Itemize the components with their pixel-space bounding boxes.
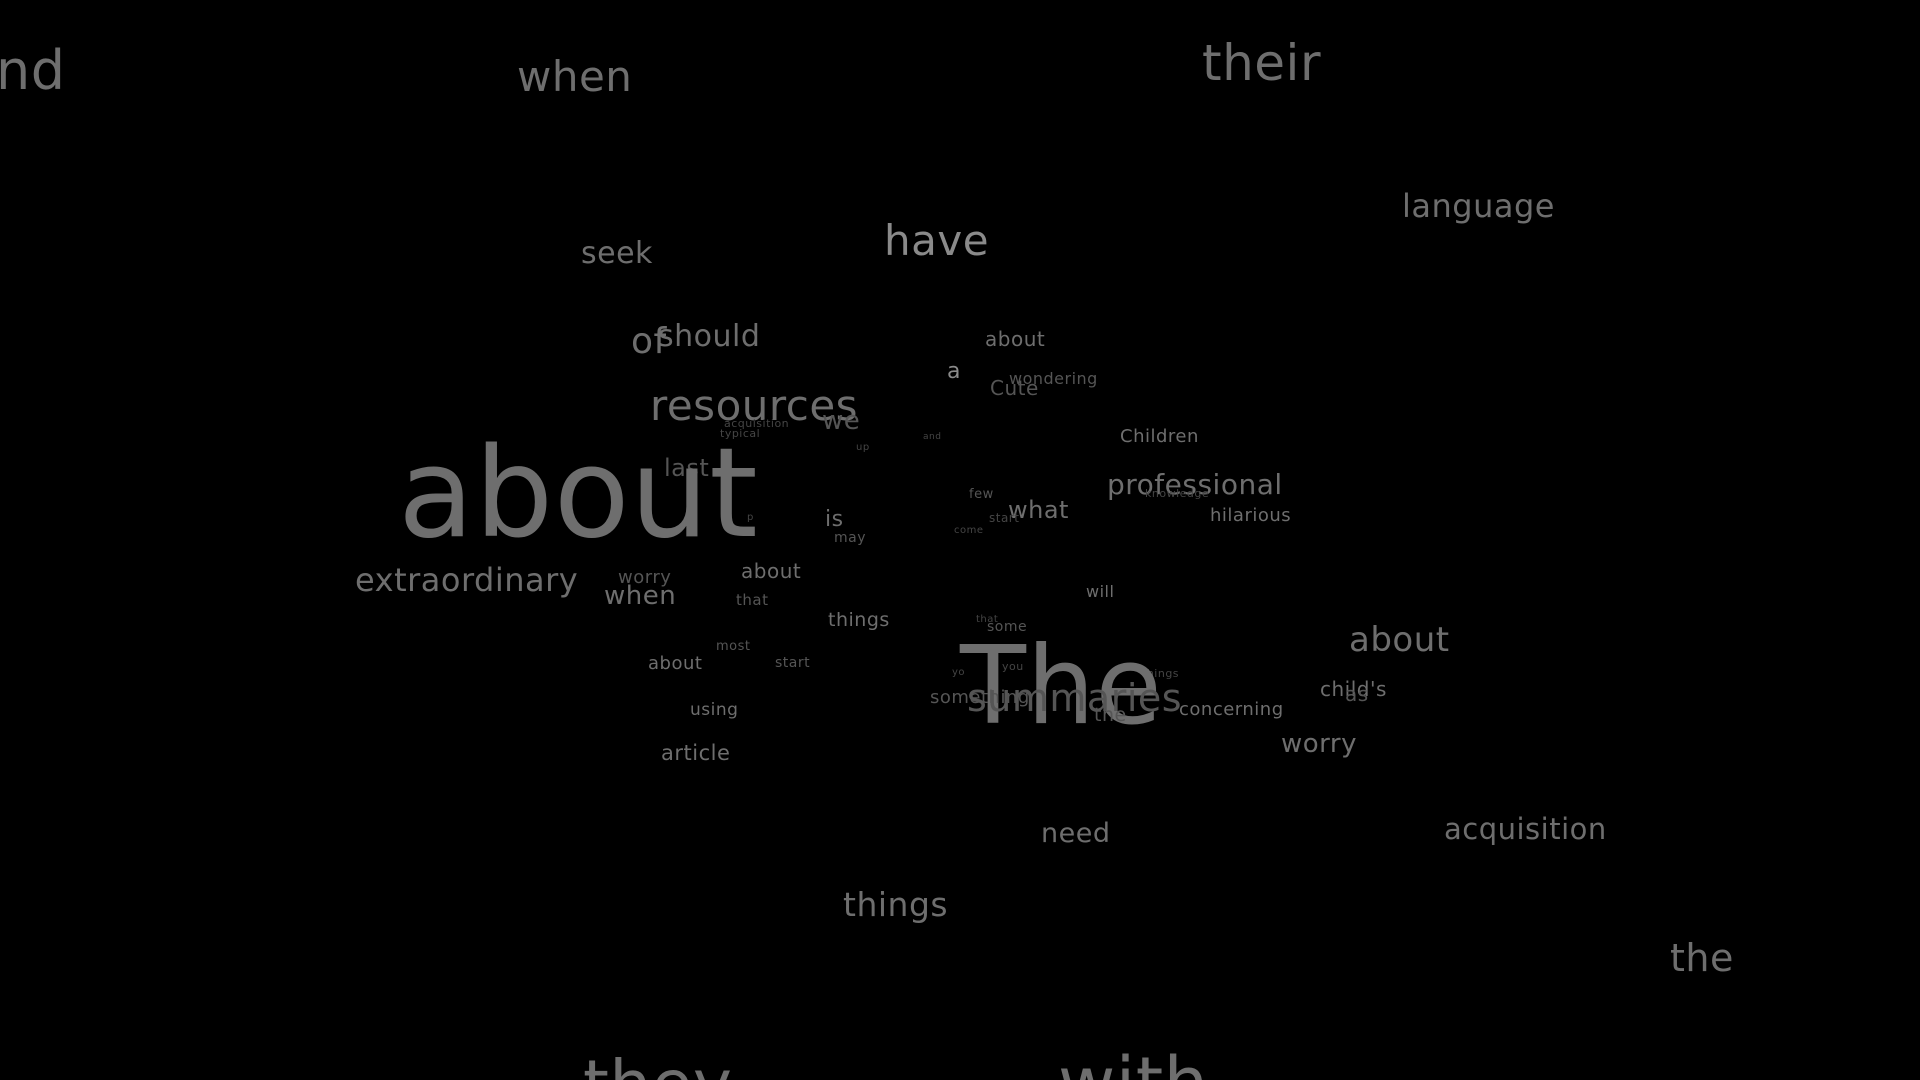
cloud-word-they: they <box>583 1052 732 1080</box>
cloud-word-you: you <box>1002 660 1024 673</box>
cloud-word-will: will <box>1086 582 1115 601</box>
cloud-word-cute: Cute <box>990 376 1039 400</box>
cloud-word-worry: worry <box>618 567 672 588</box>
cloud-word-language: language <box>1402 187 1555 225</box>
cloud-word-article: article <box>661 741 731 765</box>
cloud-word-acquisition: acquisition <box>1444 812 1607 846</box>
cloud-word-their: their <box>1202 34 1322 92</box>
cloud-word-the-large: The <box>960 624 1163 749</box>
cloud-word-the: the <box>1670 936 1734 980</box>
cloud-word-things: things <box>828 609 890 631</box>
cloud-word-come: come <box>954 525 984 536</box>
cloud-word-worry: worry <box>1281 729 1357 759</box>
cloud-word-resources: resources <box>650 381 859 430</box>
cloud-word-a: a <box>947 359 961 384</box>
cloud-word-wondering: wondering <box>1009 369 1098 388</box>
cloud-word-something: something <box>930 687 1030 708</box>
cloud-word-knowledge: knowledge <box>1145 487 1210 500</box>
cloud-word-about: about <box>648 653 703 674</box>
cloud-word-that: that <box>736 591 769 609</box>
cloud-word-about: about <box>741 559 802 583</box>
cloud-word-the: the <box>1094 704 1127 726</box>
cloud-word-about-large: about <box>398 422 759 566</box>
cloud-word-things-small: things <box>1142 667 1180 680</box>
cloud-word-hilarious: hilarious <box>1210 505 1292 526</box>
cloud-word-things: things <box>843 885 949 924</box>
cloud-word-extraordinary: extraordinary <box>355 561 579 599</box>
cloud-word-may: may <box>834 530 867 546</box>
cloud-word-professional: professional <box>1107 468 1283 501</box>
cloud-word-up: up <box>856 442 870 453</box>
cloud-word-need: need <box>1041 818 1111 849</box>
cloud-word-typical: typical <box>720 427 761 440</box>
cloud-word-using: using <box>690 700 739 720</box>
cloud-word-as: as <box>1345 682 1369 706</box>
cloud-word-with: with <box>1058 1048 1209 1080</box>
cloud-word-concerning: concerning <box>1179 699 1284 720</box>
cloud-word-p: p <box>747 512 754 523</box>
cloud-word-about: about <box>1349 620 1450 660</box>
cloud-word-seek: seek <box>581 236 653 271</box>
cloud-word-about: about <box>985 327 1046 351</box>
cloud-word-few: few <box>969 487 994 502</box>
cloud-word-we: we <box>822 406 861 436</box>
cloud-word-start: start <box>775 655 811 671</box>
cloud-word-last: last <box>664 454 710 482</box>
cloud-word-of: of <box>631 321 667 362</box>
cloud-word-most: most <box>716 639 751 654</box>
cloud-word-what: what <box>1008 496 1069 524</box>
cloud-word-acquisition: acquisition <box>724 417 790 430</box>
cloud-word-children: Children <box>1120 426 1199 447</box>
cloud-word-childs: child's <box>1320 677 1387 701</box>
cloud-word-summaries: summaries <box>967 676 1183 720</box>
cloud-word-some: some <box>987 619 1028 635</box>
cloud-word-when-mid: when <box>604 581 677 611</box>
cloud-word-is: is <box>825 507 844 532</box>
cloud-word-that-small: that <box>976 614 999 625</box>
cloud-word-yo: yo <box>952 667 966 678</box>
cloud-word-and: and <box>923 432 942 442</box>
cloud-word-should: should <box>658 319 761 354</box>
cloud-word-start: start <box>989 511 1020 525</box>
cloud-word-have: have <box>884 216 990 265</box>
cloud-word-when: when <box>517 52 633 101</box>
cloud-word-nd: nd <box>0 39 66 102</box>
